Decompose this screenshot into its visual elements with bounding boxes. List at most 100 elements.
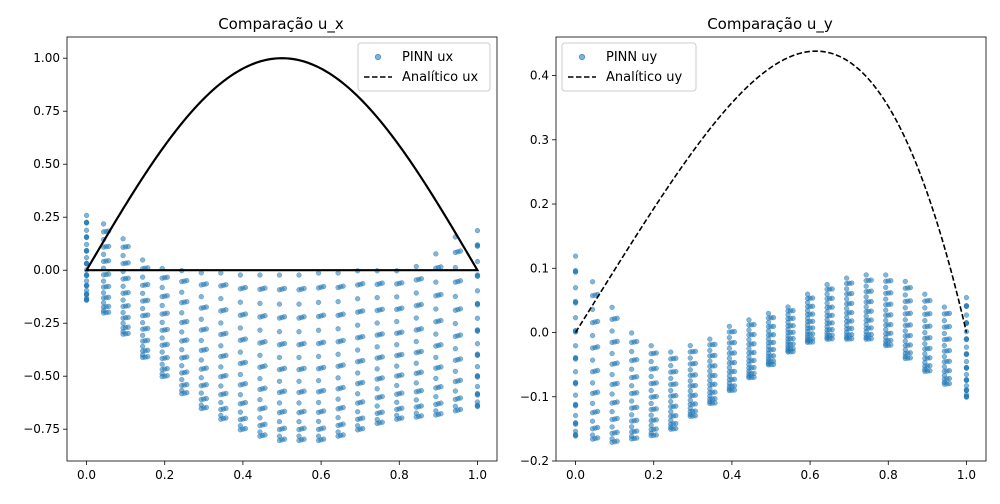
scatter-point-ux	[301, 388, 307, 394]
scatter-point-ux	[105, 303, 112, 310]
scatter-point-ux	[320, 283, 327, 290]
scatter-point-ux	[164, 310, 170, 316]
scatter-point-uy	[907, 298, 914, 304]
scatter-point-uy	[922, 291, 928, 297]
scatter-point-ux	[315, 377, 322, 384]
scatter-point-uy	[770, 339, 777, 346]
scatter-point-ux	[360, 357, 366, 364]
scatter-point-ux	[218, 412, 224, 419]
scatter-point-ux	[218, 320, 224, 326]
scatter-point-ux	[100, 300, 107, 306]
scatter-point-uy	[648, 387, 654, 394]
scatter-point-ux	[257, 415, 263, 421]
scatter-point-uy	[614, 399, 620, 405]
scatter-point-ux	[164, 365, 170, 372]
y-tick-label-ux: −0.25	[23, 316, 60, 330]
scatter-point-ux	[438, 400, 444, 406]
scatter-point-ux	[379, 280, 385, 286]
scatter-point-ux	[379, 393, 385, 400]
x-tick-label-ux: 0.6	[312, 468, 331, 482]
scatter-point-uy	[946, 358, 953, 364]
scatter-point-ux	[257, 300, 263, 307]
scatter-point-uy	[687, 378, 693, 384]
scatter-point-uy	[941, 330, 948, 337]
scatter-point-uy	[863, 283, 869, 289]
scatter-point-ux	[379, 354, 385, 360]
scatter-point-uy	[888, 290, 894, 296]
scatter-point-uy	[668, 375, 674, 382]
scatter-point-ux	[399, 372, 405, 378]
scatter-point-uy	[868, 325, 874, 331]
scatter-point-uy	[731, 359, 738, 366]
scatter-point-ux	[218, 343, 224, 349]
scatter-point-ux	[296, 354, 302, 361]
scatter-point-ux	[125, 243, 131, 250]
scatter-point-uy	[809, 325, 816, 331]
scatter-point-ux	[125, 314, 131, 321]
y-tick-label-ux: −0.75	[23, 422, 60, 436]
scatter-point-ux	[474, 258, 481, 265]
y-tick-label-ux: 0.75	[33, 104, 60, 118]
scatter-point-ux	[413, 290, 419, 296]
scatter-point-uy	[746, 317, 752, 323]
scatter-point-ux	[320, 364, 327, 371]
scatter-point-ux	[203, 346, 210, 353]
scatter-point-ux	[276, 418, 283, 425]
scatter-point-ux	[281, 388, 288, 394]
scatter-point-ux	[394, 399, 400, 405]
scatter-point-ux	[354, 347, 361, 353]
scatter-point-uy	[746, 346, 752, 352]
scatter-point-ux	[457, 356, 464, 362]
scatter-point-uy	[687, 397, 693, 403]
scatter-point-uy	[572, 285, 579, 291]
scatter-point-uy	[634, 404, 640, 410]
scatter-point-uy	[829, 326, 835, 333]
scatter-point-uy	[673, 392, 679, 399]
scatter-point-uy	[922, 305, 928, 311]
scatter-point-uy	[770, 358, 777, 364]
scatter-point-ux	[257, 272, 263, 278]
scatter-point-ux	[399, 280, 405, 286]
scatter-point-uy	[902, 305, 908, 311]
scatter-point-uy	[946, 323, 953, 330]
scatter-point-ux	[203, 382, 210, 388]
scatter-point-ux	[335, 414, 341, 421]
scatter-point-uy	[731, 350, 738, 356]
scatter-point-ux	[198, 402, 204, 408]
scatter-point-uy	[653, 417, 659, 423]
scatter-point-ux	[262, 405, 268, 411]
scatter-point-uy	[687, 388, 693, 394]
y-tick-label-ux: 0.25	[33, 210, 60, 224]
scatter-point-ux	[125, 260, 131, 266]
scatter-point-uy	[653, 426, 659, 432]
scatter-point-ux	[262, 432, 268, 438]
plot-area-ux	[67, 37, 497, 461]
scatter-point-ux	[237, 392, 244, 398]
scatter-point-uy	[824, 300, 830, 306]
scatter-point-uy	[673, 368, 679, 375]
scatter-point-ux	[164, 341, 170, 348]
scatter-point-uy	[731, 383, 738, 389]
scatter-point-ux	[360, 415, 366, 421]
scatter-point-uy	[941, 354, 948, 360]
scatter-point-uy	[594, 367, 601, 374]
scatter-point-uy	[589, 418, 596, 424]
scatter-point-ux	[223, 372, 229, 379]
scatter-point-uy	[843, 296, 850, 302]
scatter-point-ux	[374, 386, 380, 392]
scatter-point-ux	[145, 347, 151, 353]
scatter-point-uy	[572, 392, 579, 398]
scatter-point-uy	[712, 389, 718, 395]
scatter-point-ux	[179, 387, 185, 394]
y-tick-label-ux: 0.50	[33, 157, 60, 171]
scatter-point-uy	[726, 345, 733, 351]
scatter-point-uy	[907, 322, 914, 328]
scatter-point-ux	[320, 312, 327, 318]
scatter-point-ux	[83, 255, 90, 261]
scatter-point-uy	[589, 380, 596, 386]
scatter-point-ux	[105, 271, 112, 277]
scatter-point-ux	[257, 396, 263, 403]
scatter-point-ux	[164, 274, 170, 280]
scatter-point-uy	[668, 387, 674, 394]
scatter-point-ux	[474, 383, 481, 390]
